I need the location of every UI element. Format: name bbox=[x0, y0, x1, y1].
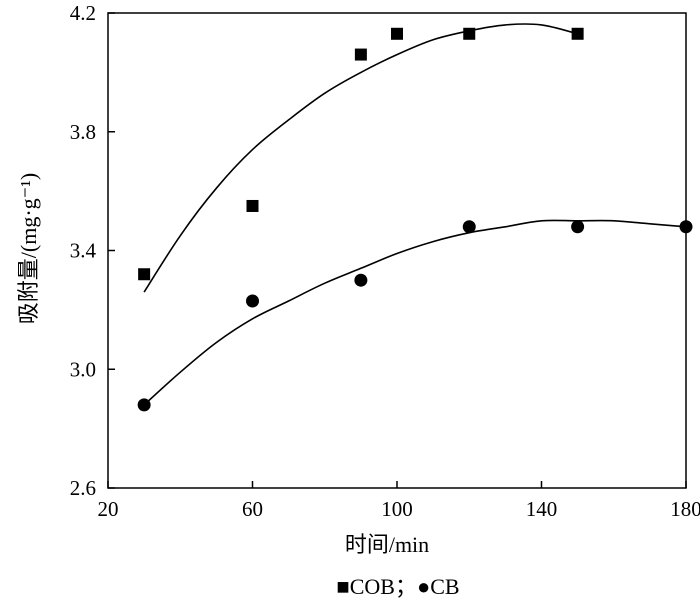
point-cb bbox=[354, 273, 368, 287]
y-tick-label: 2.6 bbox=[70, 476, 96, 500]
point-cb bbox=[571, 220, 585, 234]
point-cb bbox=[246, 294, 259, 308]
x-tick-label: 140 bbox=[526, 497, 558, 521]
legend: ■COB；●CB bbox=[336, 574, 459, 599]
point-cb bbox=[137, 398, 151, 412]
point-cb bbox=[679, 220, 693, 234]
x-tick-label: 20 bbox=[98, 497, 119, 521]
x-tick-label: 180 bbox=[670, 497, 700, 521]
point-cb bbox=[462, 220, 476, 234]
fit-curve-cob bbox=[143, 23, 578, 293]
y-tick-label: 3.8 bbox=[70, 120, 96, 144]
legend-label-cb: CB bbox=[430, 574, 459, 599]
y-tick-label: 3.4 bbox=[70, 239, 97, 263]
legend-text: ■COB；●CB bbox=[336, 574, 459, 599]
point-cob bbox=[354, 48, 367, 61]
point-cob bbox=[571, 27, 584, 40]
legend-separator: ； bbox=[395, 574, 417, 599]
point-cob bbox=[463, 27, 476, 40]
point-cob bbox=[138, 268, 151, 281]
x-axis-label: 时间/min bbox=[345, 532, 429, 557]
y-axis: 2.6 3.0 3.4 3.8 4.2 bbox=[70, 1, 115, 500]
fit-curves bbox=[143, 23, 687, 406]
x-axis: 20 60 100 140 180 bbox=[98, 481, 700, 521]
legend-label-cob: COB bbox=[350, 574, 395, 599]
point-cob bbox=[246, 199, 259, 212]
y-axis-label: 吸附量/(mg·g⁻¹) bbox=[16, 173, 41, 324]
plot-area bbox=[107, 12, 687, 489]
y-tick-label: 4.2 bbox=[70, 1, 96, 25]
y-tick-label: 3.0 bbox=[70, 357, 96, 381]
x-tick-label: 60 bbox=[242, 497, 263, 521]
legend-marker-circle: ● bbox=[417, 574, 430, 599]
x-tick-label: 100 bbox=[381, 497, 413, 521]
point-cob bbox=[391, 27, 403, 40]
fit-curve-cb bbox=[143, 219, 687, 406]
legend-marker-square: ■ bbox=[336, 574, 349, 599]
plot-frame bbox=[107, 12, 687, 489]
data-markers bbox=[137, 27, 693, 412]
